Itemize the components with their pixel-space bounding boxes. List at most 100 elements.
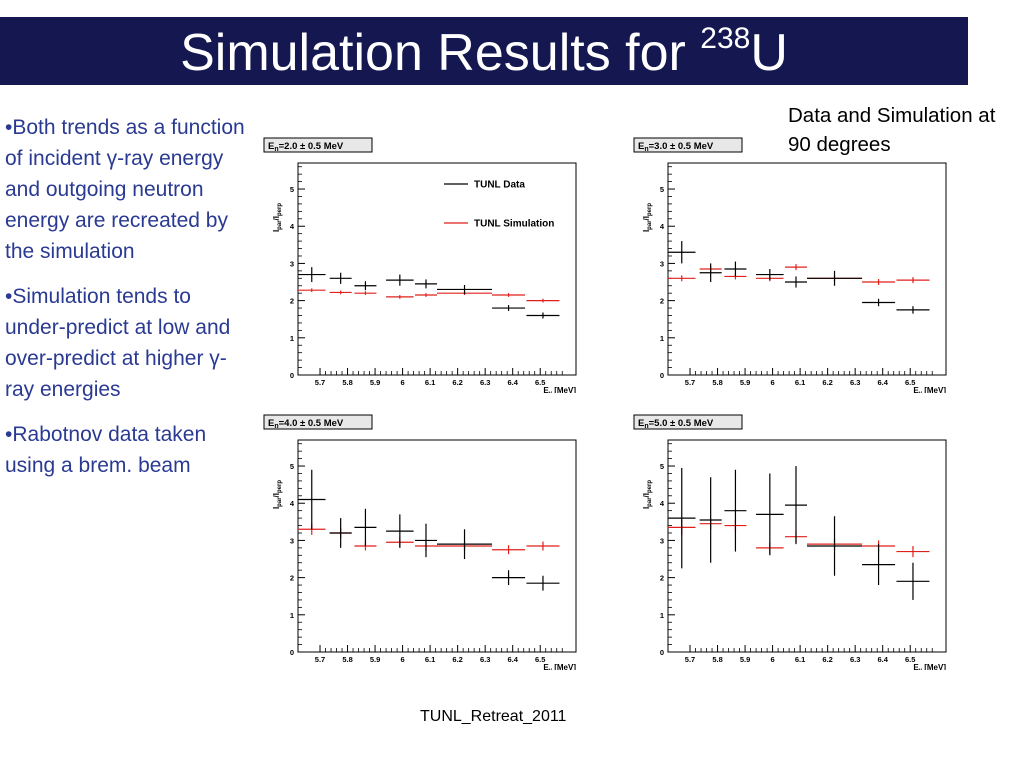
x-tick-label: 6.5 bbox=[905, 378, 915, 387]
bullet-text: Both trends as a function of incident bbox=[5, 116, 245, 170]
x-tick-label: 6.5 bbox=[535, 655, 545, 664]
x-tick-label: 5.8 bbox=[342, 378, 352, 387]
y-label-main: I bbox=[642, 507, 651, 509]
bullet-item: •Rabotnov data taken using a brem. beam bbox=[5, 419, 250, 481]
x-tick-label: 6.5 bbox=[535, 378, 545, 387]
x-tick-label: 5.7 bbox=[315, 655, 325, 664]
y-label-sub: perp bbox=[277, 480, 283, 493]
x-tick-label: 6.1 bbox=[425, 655, 435, 664]
x-tick-label: 5.9 bbox=[370, 655, 380, 664]
side-note: Data and Simulation at 90 degrees bbox=[788, 104, 996, 156]
energy-title-rest: =4.0 ± 0.5 MeV bbox=[279, 418, 344, 429]
y-tick-label: 5 bbox=[660, 462, 664, 471]
x-tick-label: 6.2 bbox=[452, 655, 462, 664]
x-tick-label: 6.4 bbox=[877, 655, 888, 664]
energy-title-sub: n bbox=[274, 146, 278, 153]
chart-panel: En=5.0 ± 0.5 MeV Ipar/Iperp 0 1 2 3 4 5 5.7 5.8 5.… bbox=[628, 405, 953, 670]
x-label-sub: γ bbox=[919, 668, 923, 670]
x-tick-label: 5.7 bbox=[685, 655, 695, 664]
x-axis-label: Eγ [MeV] bbox=[913, 663, 946, 670]
bullet-item: •Simulation tends to under-predict at lo… bbox=[5, 281, 250, 405]
y-tick-label: 2 bbox=[290, 574, 294, 583]
bullet-marker: • bbox=[5, 423, 13, 446]
bullet-marker: • bbox=[5, 116, 13, 139]
bullet-text: Rabotnov data taken using a brem. beam bbox=[5, 423, 207, 477]
y-label-sub: perp bbox=[647, 480, 653, 493]
x-tick-label: 6.4 bbox=[507, 378, 518, 387]
legend-label: TUNL Data bbox=[474, 180, 525, 191]
energy-title: En=3.0 ± 0.5 MeV bbox=[638, 141, 714, 153]
x-tick-label: 6.4 bbox=[877, 378, 888, 387]
x-tick-label: 6 bbox=[401, 655, 405, 664]
chart-panel: En=4.0 ± 0.5 MeV Ipar/Iperp 0 1 2 3 4 5 5.7 5.8 5.… bbox=[258, 405, 583, 670]
bullet-text: -ray energies bbox=[5, 347, 227, 401]
chart-panel: En=2.0 ± 0.5 MeV Ipar/Iperp 0 1 2 3 4 5 5.7 5.8 5.… bbox=[258, 128, 583, 393]
energy-title: En=4.0 ± 0.5 MeV bbox=[268, 418, 344, 430]
energy-title-box bbox=[263, 137, 373, 153]
x-label-main: E bbox=[543, 386, 549, 393]
chart-svg: En=4.0 ± 0.5 MeV Ipar/Iperp 0 1 2 3 4 5 5.7 5.8 5.… bbox=[263, 414, 577, 670]
x-tick-label: 5.9 bbox=[740, 378, 750, 387]
y-label-mid: /I bbox=[272, 493, 281, 497]
bullet-marker: • bbox=[5, 285, 13, 308]
energy-title-sub: n bbox=[644, 423, 648, 430]
y-tick-label: 5 bbox=[290, 462, 294, 471]
y-tick-label: 1 bbox=[660, 611, 664, 620]
energy-title-box bbox=[633, 414, 743, 430]
y-label-mid: /I bbox=[642, 216, 651, 220]
chart-svg: En=5.0 ± 0.5 MeV Ipar/Iperp 0 1 2 3 4 5 5.7 5.8 5.… bbox=[633, 414, 947, 670]
x-label-sub: γ bbox=[549, 391, 553, 393]
x-label-rest: [MeV] bbox=[552, 663, 576, 670]
x-tick-label: 5.9 bbox=[740, 655, 750, 664]
y-label-sub: par bbox=[647, 497, 653, 507]
x-tick-label: 6.4 bbox=[507, 655, 518, 664]
energy-title-prefix: E bbox=[638, 418, 644, 429]
x-tick-label: 6.2 bbox=[452, 378, 462, 387]
y-label-mid: /I bbox=[642, 493, 651, 497]
x-tick-label: 6.2 bbox=[822, 378, 832, 387]
y-tick-label: 4 bbox=[290, 499, 295, 508]
y-axis-label: Ipar/Iperp bbox=[272, 480, 283, 509]
legend-label: TUNL Simulation bbox=[474, 219, 554, 230]
y-tick-label: 3 bbox=[660, 536, 664, 545]
y-tick-label: 4 bbox=[290, 222, 295, 231]
y-tick-label: 2 bbox=[660, 297, 664, 306]
x-label-rest: [MeV] bbox=[552, 386, 576, 393]
bullet-text: -ray energy and outgoing neutron energy … bbox=[5, 147, 228, 263]
x-label-rest: [MeV] bbox=[922, 386, 946, 393]
x-label-sub: γ bbox=[549, 668, 553, 670]
y-tick-label: 1 bbox=[660, 334, 664, 343]
x-tick-label: 6 bbox=[401, 378, 405, 387]
energy-title-box bbox=[633, 137, 743, 153]
title-element: U bbox=[750, 24, 788, 82]
bullet-text: Simulation tends to under-predict at low… bbox=[5, 285, 231, 370]
y-tick-label: 2 bbox=[290, 297, 294, 306]
title-bar: Simulation Results for 238U bbox=[0, 17, 968, 85]
x-tick-label: 5.7 bbox=[685, 378, 695, 387]
y-tick-label: 0 bbox=[660, 648, 664, 657]
slide-title: Simulation Results for 238U bbox=[0, 17, 968, 85]
x-tick-label: 6.5 bbox=[905, 655, 915, 664]
x-tick-label: 5.8 bbox=[712, 655, 722, 664]
chart-svg: En=2.0 ± 0.5 MeV Ipar/Iperp 0 1 2 3 4 5 5.7 5.8 5.… bbox=[263, 137, 577, 393]
energy-title-prefix: E bbox=[638, 141, 644, 152]
gamma-symbol: γ bbox=[209, 347, 220, 370]
x-tick-label: 6.1 bbox=[425, 378, 435, 387]
y-tick-label: 4 bbox=[660, 499, 665, 508]
energy-title-prefix: E bbox=[268, 141, 274, 152]
y-label-sub: par bbox=[277, 220, 283, 230]
gamma-symbol: γ bbox=[106, 147, 118, 170]
x-label-rest: [MeV] bbox=[922, 663, 946, 670]
x-tick-label: 5.7 bbox=[315, 378, 325, 387]
x-tick-label: 6.1 bbox=[795, 378, 805, 387]
title-text: Simulation Results for bbox=[180, 24, 701, 82]
y-label-main: I bbox=[272, 230, 281, 232]
x-label-main: E bbox=[543, 663, 549, 670]
y-axis-label: Ipar/Iperp bbox=[642, 203, 653, 232]
energy-title-prefix: E bbox=[268, 418, 274, 429]
bullet-item: •Both trends as a function of incident γ… bbox=[5, 112, 250, 267]
y-tick-label: 4 bbox=[660, 222, 665, 231]
energy-title-box bbox=[263, 414, 373, 430]
x-axis-label: Eγ [MeV] bbox=[543, 663, 576, 670]
y-label-main: I bbox=[272, 507, 281, 509]
